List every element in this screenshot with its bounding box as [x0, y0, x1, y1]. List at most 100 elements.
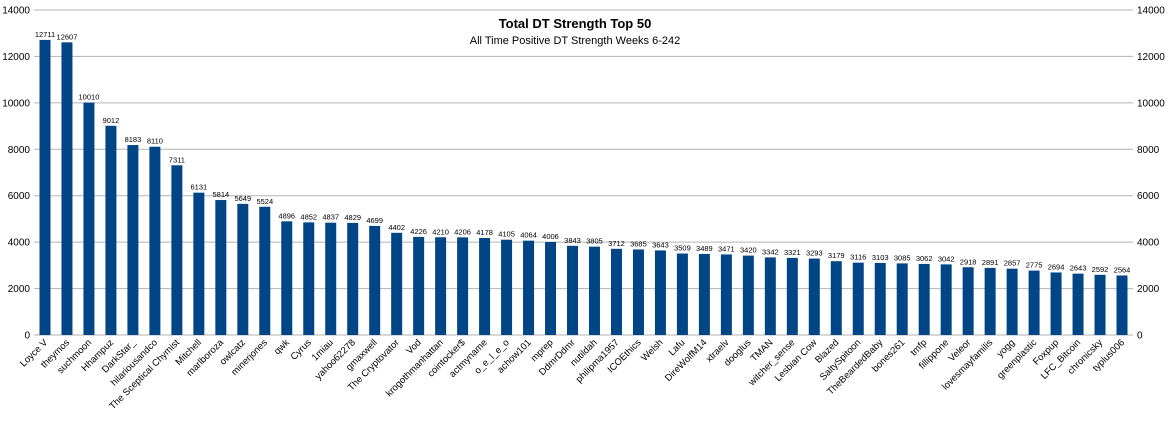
data-label: 2775 [1026, 261, 1043, 270]
y-axis-right: 0 2000 4000 6000 8000 10000 12000 14000 [1137, 6, 1165, 342]
data-label: 8183 [125, 135, 142, 144]
data-label: 2564 [1114, 265, 1131, 274]
bar [940, 264, 952, 335]
data-label: 3116 [850, 253, 866, 262]
bar [632, 249, 644, 335]
data-label: 4896 [278, 211, 295, 220]
bar [654, 250, 666, 335]
bar [896, 263, 908, 335]
y-tick-label-left: 12000 [2, 52, 30, 63]
bar [457, 237, 469, 335]
bar [83, 102, 95, 335]
data-label: 3321 [784, 248, 801, 257]
chart-subtitle: All Time Positive DT Strength Weeks 6-24… [470, 35, 681, 47]
bar [874, 262, 886, 335]
y-tick-label-right: 8000 [1137, 145, 1160, 156]
data-label: 3643 [652, 240, 669, 249]
bar [193, 192, 205, 335]
y-tick-label-left: 10000 [2, 98, 30, 109]
bar [523, 240, 535, 335]
data-label: 3420 [740, 246, 757, 255]
data-label: 6131 [191, 183, 208, 192]
data-label: 2918 [960, 257, 977, 266]
data-label: 3342 [762, 247, 779, 256]
data-label: 4206 [454, 227, 471, 236]
data-label: 7311 [169, 155, 185, 164]
data-label: 5649 [234, 194, 251, 203]
y-tick-label-right: 2000 [1137, 284, 1160, 295]
category-label: Welsh [639, 337, 665, 363]
y-tick-label-right: 12000 [1137, 52, 1165, 63]
data-label: 5524 [256, 197, 273, 206]
bar [1050, 272, 1062, 335]
bar [413, 236, 425, 335]
data-label: 3712 [608, 239, 625, 248]
bar [325, 222, 337, 335]
data-label: 2694 [1048, 262, 1065, 271]
data-label: 9012 [103, 116, 120, 125]
data-label: 4837 [322, 213, 339, 222]
bar [303, 222, 315, 335]
y-tick-label-left: 8000 [8, 145, 31, 156]
y-tick-label-left: 2000 [8, 284, 31, 295]
bar [105, 125, 117, 336]
data-label: 2857 [1004, 259, 1021, 268]
data-label: 3509 [674, 244, 691, 253]
bar [808, 258, 820, 335]
data-label: 8110 [147, 137, 163, 146]
data-label: 2891 [982, 258, 999, 267]
data-label: 3062 [916, 254, 933, 263]
y-tick-label-left: 0 [24, 331, 30, 342]
data-label: 12607 [57, 32, 78, 41]
bar [347, 222, 359, 335]
bar [237, 203, 249, 335]
data-label: 4226 [410, 227, 427, 236]
data-label: 4852 [300, 212, 317, 221]
bar [281, 221, 293, 335]
data-labels: 12711 12607 10010 9012 8183 8110 7311 6131 5814 5… [35, 30, 1131, 275]
data-label: 4829 [344, 213, 361, 222]
bar [698, 254, 710, 335]
data-label: 2592 [1092, 265, 1109, 274]
bar [171, 165, 183, 335]
y-axis-left: 0 2000 4000 6000 8000 10000 12000 14000 [2, 6, 30, 342]
data-label: 4402 [388, 223, 405, 232]
bar [984, 267, 996, 335]
data-label: 12711 [35, 30, 55, 39]
bar [479, 238, 491, 335]
bar [830, 261, 842, 335]
bar [588, 246, 600, 335]
data-label: 2643 [1070, 264, 1087, 273]
bar [39, 39, 51, 335]
bar [742, 255, 754, 335]
data-label: 3489 [696, 244, 713, 253]
bar [918, 263, 930, 335]
bar [435, 237, 447, 335]
data-label: 3179 [828, 251, 845, 260]
data-label: 4178 [476, 228, 493, 237]
bar [764, 257, 776, 335]
bar [962, 267, 974, 335]
y-tick-label-right: 10000 [1137, 98, 1165, 109]
bar [501, 239, 513, 335]
data-label: 10010 [79, 93, 100, 102]
data-label: 3293 [806, 249, 823, 258]
bar [786, 257, 798, 335]
data-label: 3805 [586, 237, 603, 246]
data-label: 3685 [630, 239, 647, 248]
data-label: 4210 [432, 227, 449, 236]
bar [676, 253, 688, 335]
bar [1006, 268, 1018, 335]
y-tick-label-left: 6000 [8, 191, 31, 202]
chart-title: Total DT Strength Top 50 [499, 16, 652, 31]
data-label: 4064 [520, 231, 537, 240]
data-label: 3471 [718, 244, 735, 253]
bar [610, 248, 622, 335]
data-label: 3042 [938, 254, 955, 263]
data-label: 3843 [564, 236, 581, 245]
bar [1116, 275, 1128, 335]
y-tick-label-left: 14000 [2, 6, 30, 17]
bar [61, 42, 73, 336]
bar [1072, 273, 1084, 335]
y-tick-label-right: 14000 [1137, 6, 1165, 17]
